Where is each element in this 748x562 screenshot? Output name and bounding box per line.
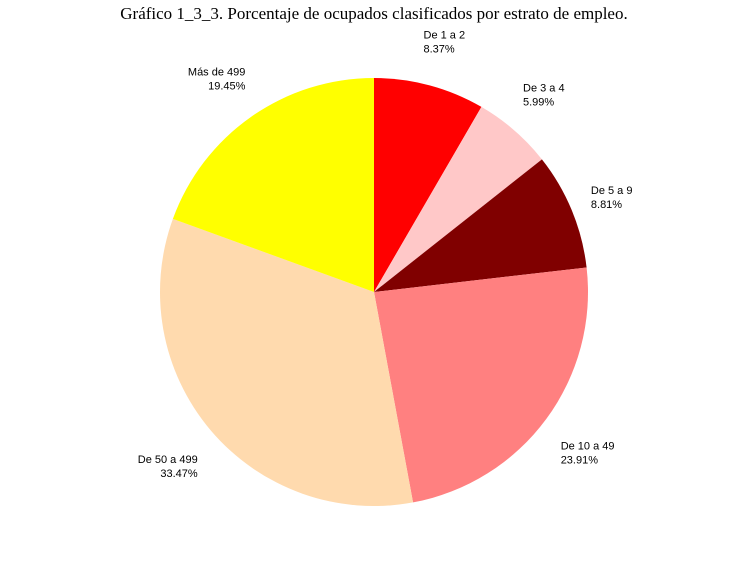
pie-label-de-10-a-49: De 10 a 49 23.91% — [561, 441, 615, 467]
pie-label-value: 8.81% — [591, 199, 622, 211]
pie-label-category: De 1 a 2 — [424, 30, 466, 42]
pie-slice-de-5-a-9 — [374, 159, 587, 292]
pie-slice-mas-de-499 — [172, 78, 374, 292]
pie-label-value: 33.47% — [160, 468, 198, 480]
pie-label-de-50-a-499: De 50 a 499 33.47% — [138, 454, 198, 480]
pie-label-category: Más de 499 — [188, 67, 245, 79]
pie-label-category: De 10 a 49 — [561, 441, 615, 453]
pie-label-category: De 50 a 499 — [138, 454, 198, 466]
pie-label-value: 19.45% — [208, 81, 246, 93]
pie-label-de-5-a-9: De 5 a 9 8.81% — [591, 185, 633, 211]
pie-label-value: 5.99% — [523, 97, 554, 109]
pie-slice-de-50-a-499 — [160, 218, 414, 507]
pie-label-category: De 3 a 4 — [523, 83, 565, 95]
pie-label-de-1-a-2: De 1 a 2 8.37% — [424, 30, 466, 56]
chart-title: Gráfico 1_3_3. Porcentaje de ocupados cl… — [120, 4, 628, 23]
pie-label-de-3-a-4: De 3 a 4 5.99% — [523, 83, 565, 109]
pie-labels: De 1 a 2 8.37%De 3 a 4 5.99%De 5 a 9 8.81%D… — [138, 30, 633, 480]
pie-label-value: 8.37% — [424, 44, 455, 56]
pie-slices — [160, 78, 589, 507]
pie-slice-de-1-a-2 — [374, 78, 482, 292]
pie-label-category: De 5 a 9 — [591, 185, 633, 197]
pie-label-value: 23.91% — [561, 455, 599, 467]
pie-slice-de-3-a-4 — [374, 106, 542, 292]
pie-slice-de-10-a-49 — [374, 267, 589, 503]
pie-label-mas-de-499: Más de 499 19.45% — [188, 67, 246, 93]
